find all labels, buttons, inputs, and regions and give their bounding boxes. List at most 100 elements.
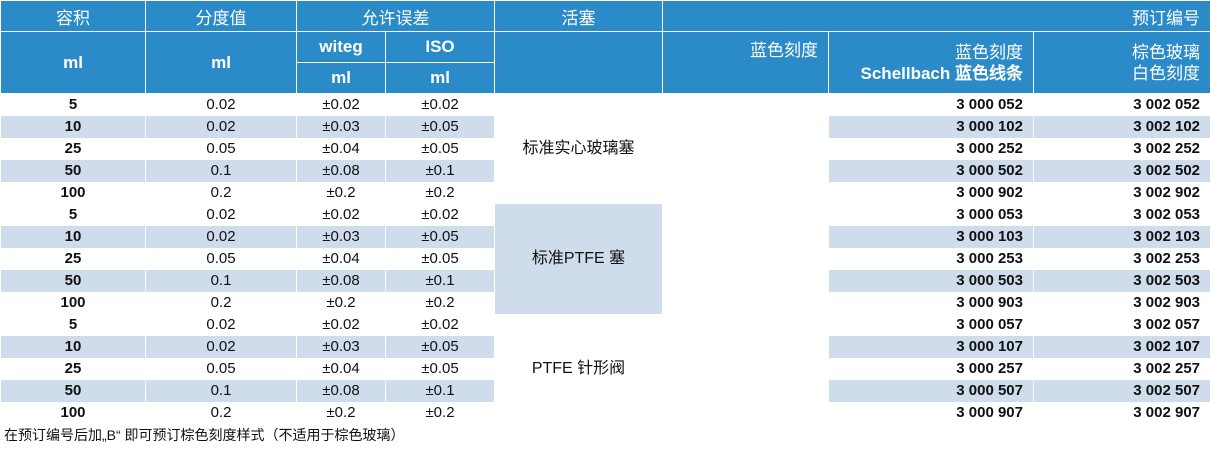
division-cell: 0.1 — [145, 160, 297, 182]
division-cell: 0.2 — [145, 292, 297, 314]
header-division: 分度值 — [145, 0, 297, 32]
witeg-tolerance-cell: ±0.08 — [296, 160, 386, 182]
iso-tolerance-cell: ±0.05 — [385, 358, 495, 380]
iso-tolerance-cell: ±0.02 — [385, 314, 495, 336]
division-cell: 0.05 — [145, 248, 297, 270]
division-cell: 0.2 — [145, 182, 297, 204]
header-volume-unit: ml — [0, 31, 146, 94]
division-cell: 0.02 — [145, 336, 297, 358]
spacer-cell — [662, 402, 829, 424]
order-no-schellbach-cell: 3 002 907 — [1032, 402, 1210, 424]
header-amber-line2: 白色刻度 — [1132, 63, 1201, 83]
spacer-cell — [662, 292, 829, 314]
header-division-unit: ml — [145, 31, 297, 94]
division-cell: 0.02 — [145, 226, 297, 248]
witeg-tolerance-cell: ±0.04 — [296, 358, 386, 380]
iso-tolerance-cell: ±0.05 — [385, 138, 495, 160]
iso-tolerance-cell: ±0.05 — [385, 226, 495, 248]
table-header: 容积 分度值 允许误差 活塞 预订编号 ml ml witeg ISO 蓝色刻度… — [0, 0, 1210, 94]
witeg-tolerance-cell: ±0.03 — [296, 116, 386, 138]
header-stopcock-blank — [494, 31, 663, 94]
witeg-tolerance-cell: ±0.08 — [296, 270, 386, 292]
order-no-schellbach-cell: 3 002 502 — [1032, 160, 1210, 182]
table-body: 5 0.02 ±0.02 ±0.02 标准实心玻璃塞 3 000 052 3 002 052… — [0, 93, 1210, 424]
iso-tolerance-cell: ±0.1 — [385, 380, 495, 402]
witeg-tolerance-cell: ±0.08 — [296, 380, 386, 402]
header-order-no: 预订编号 — [661, 0, 1210, 32]
iso-tolerance-cell: ±0.1 — [385, 270, 495, 292]
division-cell: 0.05 — [145, 358, 297, 380]
order-no-blue-cell: 3 000 107 — [828, 336, 1034, 358]
iso-tolerance-cell: ±0.2 — [385, 182, 495, 204]
order-no-blue-cell: 3 000 903 — [828, 292, 1034, 314]
order-no-blue-cell: 3 000 102 — [828, 116, 1034, 138]
volume-cell: 25 — [0, 138, 146, 160]
volume-cell: 50 — [0, 270, 146, 292]
order-no-blue-cell: 3 000 257 — [828, 358, 1034, 380]
volume-cell: 5 — [0, 314, 146, 336]
iso-tolerance-cell: ±0.2 — [385, 292, 495, 314]
stopcock-cell: 标准实心玻璃塞 — [494, 93, 663, 204]
witeg-tolerance-cell: ±0.2 — [296, 292, 386, 314]
witeg-tolerance-cell: ±0.02 — [296, 204, 386, 226]
order-no-blue-cell: 3 000 902 — [828, 182, 1034, 204]
spacer-cell — [662, 93, 829, 116]
volume-cell: 50 — [0, 160, 146, 182]
order-no-blue-cell: 3 000 502 — [828, 160, 1034, 182]
order-no-blue-cell: 3 000 053 — [828, 204, 1034, 226]
table-row: 5 0.02 ±0.02 ±0.02 标准实心玻璃塞 3 000 052 3 002 052… — [0, 93, 1210, 204]
volume-cell: 25 — [0, 248, 146, 270]
iso-tolerance-cell: ±0.05 — [385, 336, 495, 358]
header-volume: 容积 — [0, 0, 146, 32]
iso-tolerance-cell: ±0.05 — [385, 248, 495, 270]
order-no-schellbach-cell: 3 002 507 — [1032, 380, 1210, 402]
volume-cell: 100 — [0, 182, 146, 204]
spacer-cell — [662, 204, 829, 226]
witeg-tolerance-cell: ±0.02 — [296, 93, 386, 116]
order-no-blue-cell: 3 000 252 — [828, 138, 1034, 160]
header-tolerance: 允许误差 — [296, 0, 495, 32]
iso-tolerance-cell: ±0.05 — [385, 116, 495, 138]
witeg-tolerance-cell: ±0.04 — [296, 248, 386, 270]
header-blue-graduation: 蓝色刻度 — [662, 31, 829, 94]
order-no-schellbach-cell: 3 002 257 — [1032, 358, 1210, 380]
order-no-schellbach-cell: 3 002 903 — [1032, 292, 1210, 314]
header-schellbach: 蓝色刻度 Schellbach 蓝色线条 — [828, 31, 1034, 94]
order-no-schellbach-cell: 3 002 253 — [1032, 248, 1210, 270]
witeg-tolerance-cell: ±0.2 — [296, 182, 386, 204]
spacer-cell — [662, 270, 829, 292]
division-cell: 0.02 — [145, 93, 297, 116]
stopcock-cell: 标准PTFE 塞 — [494, 204, 663, 314]
stopcock-cell: PTFE 针形阀 — [494, 314, 663, 424]
order-no-blue-cell: 3 000 503 — [828, 270, 1034, 292]
spacer-cell — [662, 358, 829, 380]
header-stopcock: 活塞 — [494, 0, 663, 32]
volume-cell: 10 — [0, 226, 146, 248]
spacer-cell — [662, 314, 829, 336]
spacer-cell — [662, 160, 829, 182]
volume-cell: 100 — [0, 292, 146, 314]
header-witeg: witeg — [296, 31, 386, 63]
division-cell: 0.1 — [145, 380, 297, 402]
volume-cell: 5 — [0, 93, 146, 116]
spacer-cell — [662, 116, 829, 138]
iso-tolerance-cell: ±0.2 — [385, 402, 495, 424]
volume-cell: 10 — [0, 116, 146, 138]
order-no-blue-cell: 3 000 103 — [828, 226, 1034, 248]
witeg-tolerance-cell: ±0.03 — [296, 226, 386, 248]
witeg-tolerance-cell: ±0.04 — [296, 138, 386, 160]
witeg-tolerance-cell: ±0.03 — [296, 336, 386, 358]
table-row: 5 0.02 ±0.02 ±0.02 PTFE 针形阀 3 000 057 3 002 05… — [0, 314, 1210, 424]
header-schellbach-line2: Schellbach 蓝色线条 — [860, 63, 1023, 83]
witeg-tolerance-cell: ±0.2 — [296, 402, 386, 424]
order-no-schellbach-cell: 3 002 503 — [1032, 270, 1210, 292]
division-cell: 0.02 — [145, 116, 297, 138]
